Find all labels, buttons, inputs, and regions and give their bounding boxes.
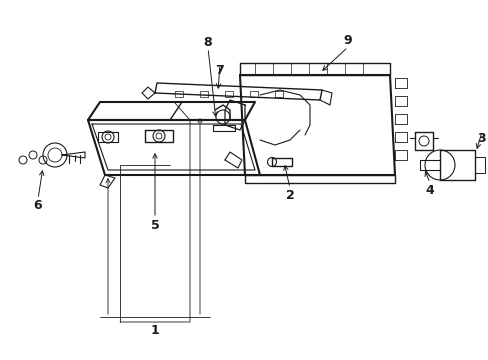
Bar xyxy=(274,91,283,97)
Bar xyxy=(175,91,183,97)
Text: 6: 6 xyxy=(34,198,42,212)
Bar xyxy=(249,91,258,97)
Text: 7: 7 xyxy=(215,63,224,77)
Text: 2: 2 xyxy=(285,189,294,202)
Bar xyxy=(224,91,232,97)
Text: 3: 3 xyxy=(477,131,486,144)
Text: 8: 8 xyxy=(203,36,212,49)
Text: 1: 1 xyxy=(150,324,159,337)
Text: 5: 5 xyxy=(150,219,159,231)
Text: 9: 9 xyxy=(343,33,351,46)
Bar xyxy=(200,91,207,97)
Text: 4: 4 xyxy=(425,184,433,197)
